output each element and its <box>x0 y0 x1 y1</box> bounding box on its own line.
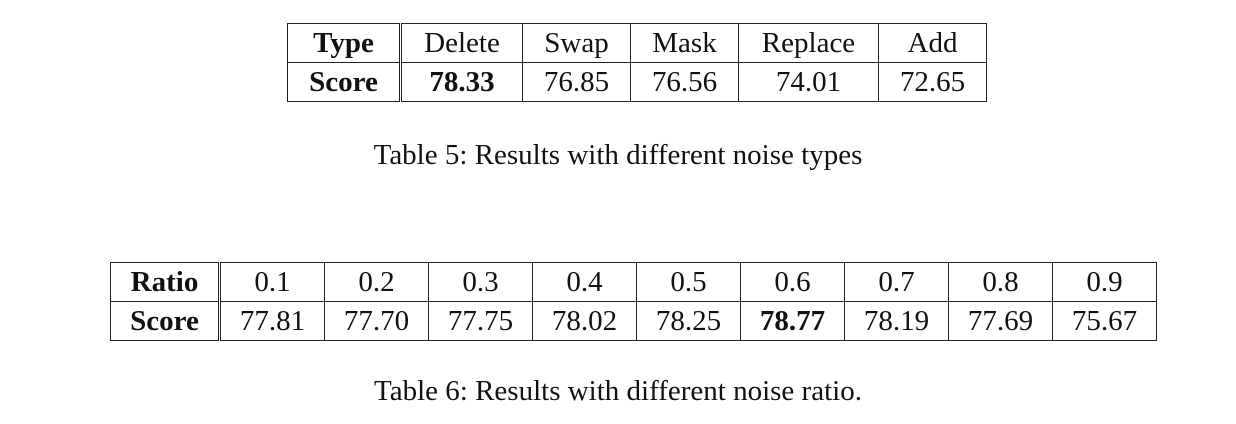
column-header: Mask <box>630 23 739 63</box>
score-cell-best: 78.77 <box>740 301 845 341</box>
row-header-type: Type <box>287 23 402 63</box>
score-cell: 76.85 <box>522 62 631 102</box>
score-cell: 74.01 <box>738 62 879 102</box>
column-header: 0.7 <box>844 262 949 302</box>
column-header: 0.1 <box>219 262 325 302</box>
score-cell: 78.02 <box>532 301 637 341</box>
column-header: Add <box>878 23 987 63</box>
column-header: 0.2 <box>324 262 429 302</box>
table-row: Ratio 0.1 0.2 0.3 0.4 0.5 0.6 0.7 0.8 0.… <box>110 262 1157 302</box>
row-header-score: Score <box>287 62 402 102</box>
row-header-score: Score <box>110 301 221 341</box>
score-cell: 78.19 <box>844 301 949 341</box>
column-header: 0.3 <box>428 262 533 302</box>
column-header: Swap <box>522 23 631 63</box>
table6-caption: Table 6: Results with different noise ra… <box>374 375 862 407</box>
table-row: Score 77.81 77.70 77.75 78.02 78.25 78.7… <box>110 301 1157 341</box>
score-cell-best: 78.33 <box>400 62 523 102</box>
row-header-ratio: Ratio <box>110 262 221 302</box>
score-cell: 77.81 <box>219 301 325 341</box>
score-cell: 75.67 <box>1052 301 1157 341</box>
table-row: Type Delete Swap Mask Replace Add <box>287 23 987 63</box>
column-header: 0.9 <box>1052 262 1157 302</box>
score-cell: 77.70 <box>324 301 429 341</box>
score-cell: 78.25 <box>636 301 741 341</box>
column-header: 0.6 <box>740 262 845 302</box>
noise-ratio-table: Ratio 0.1 0.2 0.3 0.4 0.5 0.6 0.7 0.8 0.… <box>110 262 1157 341</box>
column-header: Delete <box>400 23 523 63</box>
score-cell: 72.65 <box>878 62 987 102</box>
column-header: 0.5 <box>636 262 741 302</box>
table-row: Score 78.33 76.85 76.56 74.01 72.65 <box>287 62 987 102</box>
column-header: Replace <box>738 23 879 63</box>
score-cell: 76.56 <box>630 62 739 102</box>
score-cell: 77.75 <box>428 301 533 341</box>
column-header: 0.4 <box>532 262 637 302</box>
noise-types-table: Type Delete Swap Mask Replace Add Score … <box>287 23 987 102</box>
score-cell: 77.69 <box>948 301 1053 341</box>
column-header: 0.8 <box>948 262 1053 302</box>
table5-caption: Table 5: Results with different noise ty… <box>373 139 863 171</box>
